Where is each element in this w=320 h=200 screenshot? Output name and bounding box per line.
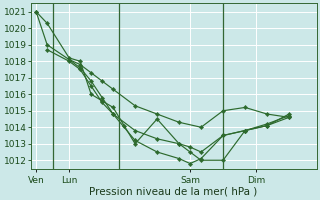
X-axis label: Pression niveau de la mer( hPa ): Pression niveau de la mer( hPa ) xyxy=(90,187,258,197)
